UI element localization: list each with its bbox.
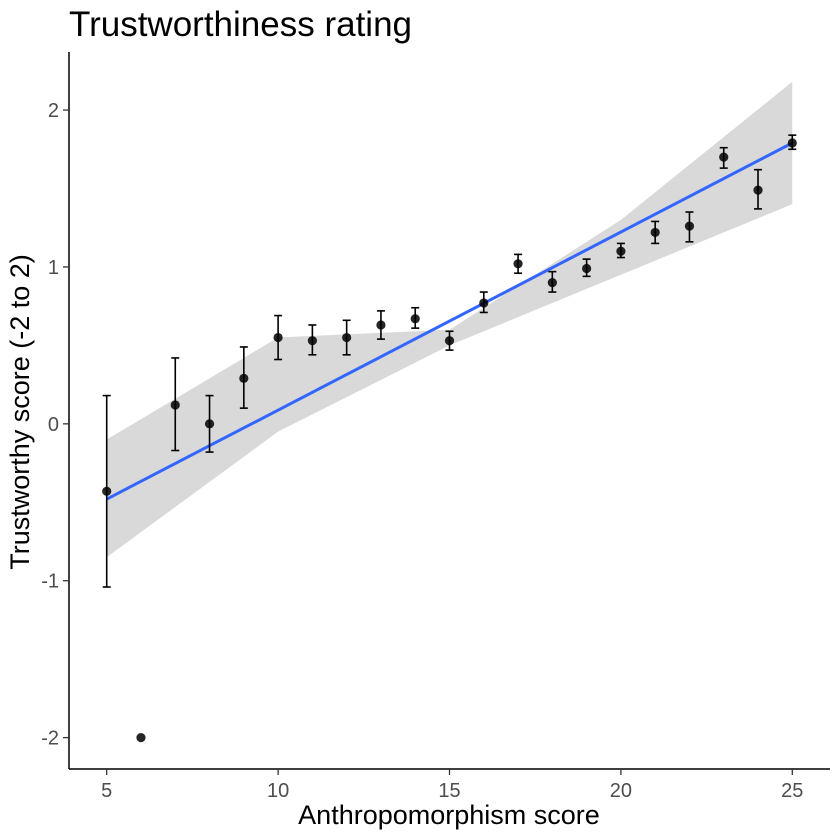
- regression-line: [106, 141, 793, 501]
- data-point-1: [136, 733, 146, 743]
- data-point-0: [102, 486, 112, 496]
- data-point-15: [616, 246, 626, 256]
- data-point-14: [582, 263, 592, 274]
- data-point-12: [513, 259, 523, 269]
- data-point-7: [342, 332, 352, 343]
- data-point-17: [684, 221, 695, 231]
- y-ticks: -2 -1 0 1 2: [41, 100, 69, 750]
- chart-title: Trustworthiness rating: [69, 5, 412, 44]
- data-point-11: [479, 298, 489, 308]
- data-point-9: [410, 314, 420, 324]
- x-axis-title: Anthropomorphism score: [298, 800, 600, 830]
- data-point-3: [204, 419, 215, 429]
- x-tick-label-15: 15: [438, 780, 460, 802]
- data-point-13: [547, 278, 557, 288]
- y-tick-label--2: -2: [41, 728, 59, 750]
- data-point-18: [719, 152, 729, 162]
- x-tick-label-25: 25: [781, 780, 803, 802]
- data-point-20: [787, 138, 797, 148]
- data-point-8: [376, 320, 386, 330]
- y-tick-label-1: 1: [48, 257, 59, 279]
- data-point-4: [239, 373, 249, 383]
- x-tick-label-20: 20: [610, 780, 632, 802]
- y-axis-title: Trustworthy score (-2 to 2): [5, 254, 35, 570]
- data-point-16: [650, 227, 660, 238]
- data-point-19: [753, 185, 763, 195]
- y-tick-label-2: 2: [48, 100, 59, 122]
- data-point-6: [307, 336, 317, 346]
- data-point-10: [444, 336, 455, 346]
- regression-line-path: [106, 141, 793, 501]
- x-ticks: 5 10 15 20 25: [101, 769, 803, 802]
- data-point-5: [273, 332, 283, 343]
- y-tick-label--1: -1: [41, 571, 59, 593]
- x-tick-label-5: 5: [101, 780, 112, 802]
- x-tick-label-10: 10: [267, 780, 289, 802]
- data-point-2: [170, 400, 180, 410]
- y-tick-label-0: 0: [48, 414, 59, 436]
- data-points: [102, 138, 797, 743]
